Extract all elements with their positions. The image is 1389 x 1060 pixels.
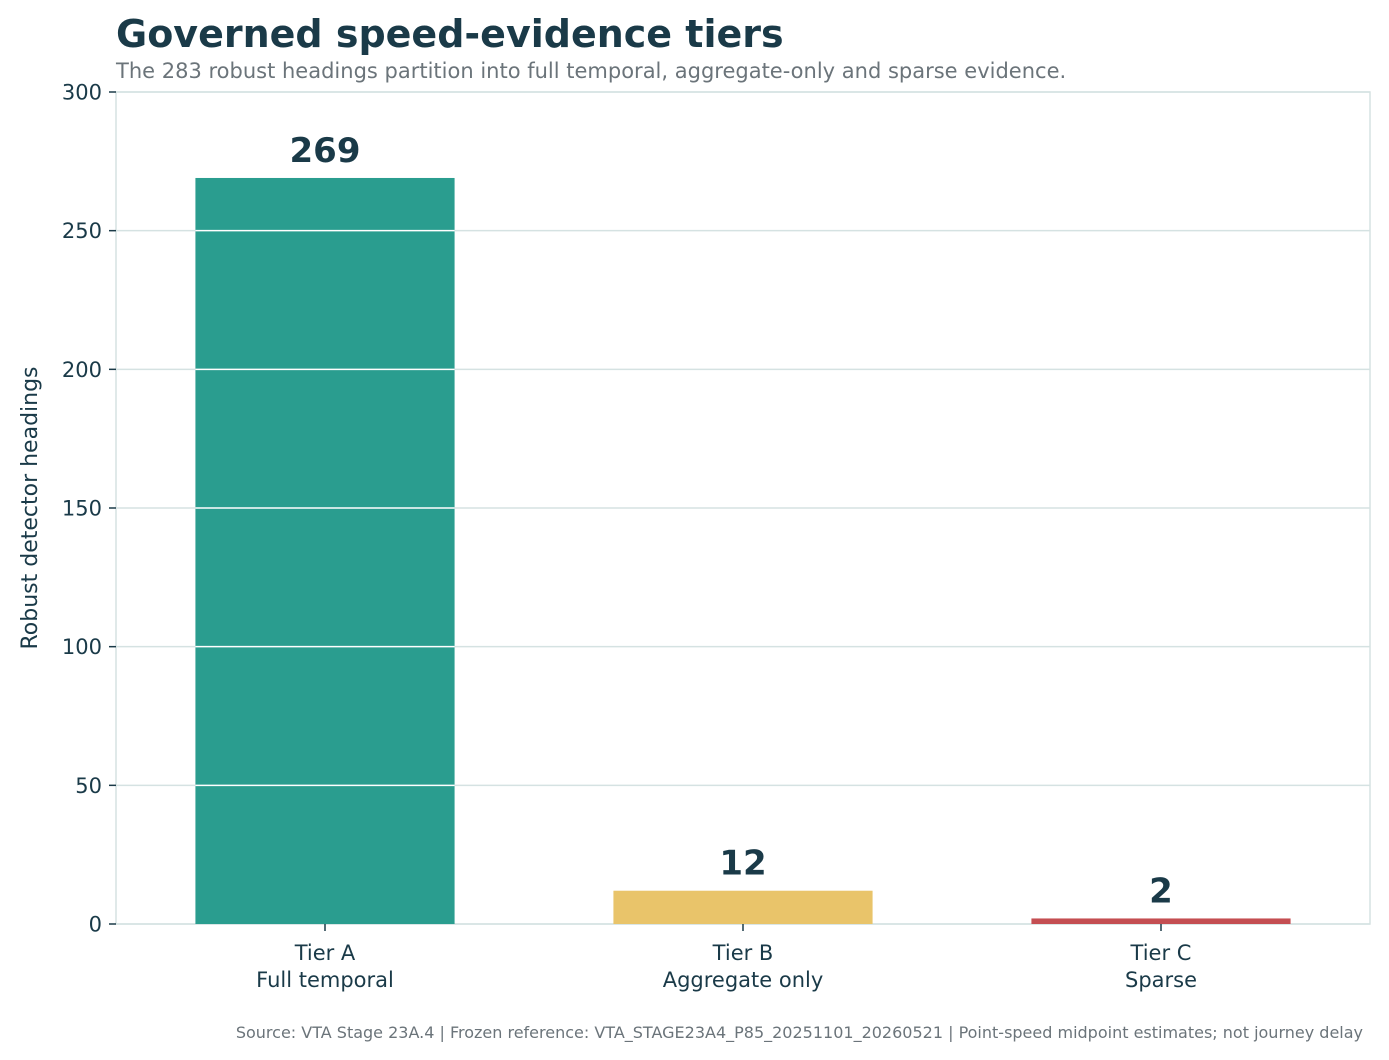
bar xyxy=(195,177,455,924)
x-tick-label: Tier C xyxy=(1130,941,1192,965)
x-tick-sublabel: Full temporal xyxy=(256,968,394,992)
chart-title: Governed speed-evidence tiers xyxy=(116,12,784,56)
y-tick-label: 0 xyxy=(89,913,102,937)
data-labels: 269 12 2 xyxy=(290,131,1173,911)
source-note: Source: VTA Stage 23A.4 | Frozen referen… xyxy=(236,1023,1363,1043)
y-axis: 0 50 100 150 200 250 300 xyxy=(62,81,116,937)
x-tick-label: Tier A xyxy=(294,941,356,965)
data-label: 269 xyxy=(290,131,361,171)
bar xyxy=(1031,918,1291,924)
y-tick-label: 300 xyxy=(62,81,102,105)
bar xyxy=(613,890,873,924)
y-tick-label: 250 xyxy=(62,219,102,243)
bars xyxy=(195,177,1291,924)
data-label: 12 xyxy=(719,844,766,884)
x-tick-sublabel: Sparse xyxy=(1125,968,1197,992)
x-tick-sublabel: Aggregate only xyxy=(663,968,824,992)
y-tick-label: 150 xyxy=(62,497,102,521)
grid-overlay xyxy=(195,229,455,787)
y-tick-label: 200 xyxy=(62,358,102,382)
y-axis-title: Robust detector headings xyxy=(18,366,43,649)
data-label: 2 xyxy=(1149,871,1173,911)
x-axis: Tier A Full temporal Tier B Aggregate only T… xyxy=(256,924,1197,992)
chart-subtitle: The 283 robust headings partition into f… xyxy=(115,59,1066,83)
y-tick-label: 100 xyxy=(62,635,102,659)
x-tick-label: Tier B xyxy=(712,941,774,965)
y-tick-label: 50 xyxy=(75,774,102,798)
